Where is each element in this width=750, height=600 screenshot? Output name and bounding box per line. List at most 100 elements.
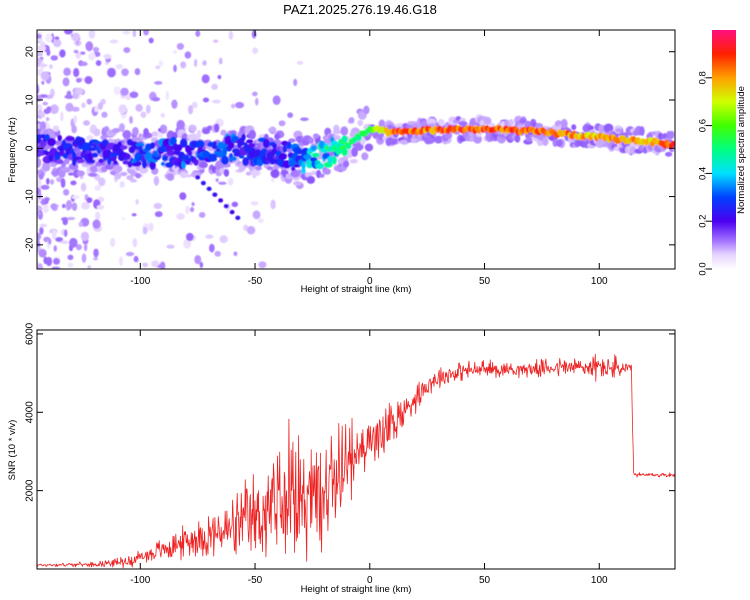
halo-blob <box>349 158 358 164</box>
halo-blob <box>255 165 262 171</box>
spectrogram-y-label: Frequency (Hz) <box>7 117 18 182</box>
ridge-blob <box>169 136 177 146</box>
noise-blob <box>78 221 83 228</box>
noise-blob <box>73 115 78 124</box>
ridge-blob <box>134 160 142 166</box>
ridge-blob <box>670 140 675 148</box>
noise-blob <box>73 67 80 78</box>
ridge-blob <box>166 150 176 156</box>
ridge-blob <box>305 159 314 169</box>
x-tick-label: -50 <box>248 276 263 287</box>
noise-blob <box>230 103 236 109</box>
ridge-blob <box>193 158 199 166</box>
noise-blob <box>134 68 141 76</box>
noise-blob <box>118 104 127 114</box>
noise-blob <box>51 266 61 269</box>
ridge-blob <box>195 139 205 149</box>
halo-blob <box>615 128 622 133</box>
noise-blob <box>94 105 99 113</box>
noise-blob <box>66 216 76 221</box>
noise-blob <box>300 117 309 122</box>
ridge-blob <box>181 160 186 170</box>
noise-blob <box>94 184 102 191</box>
halo-blob <box>665 151 673 157</box>
noise-blob <box>155 65 161 70</box>
ridge-blob <box>150 142 156 149</box>
noise-blob <box>88 30 96 39</box>
halo-blob <box>306 176 316 184</box>
noise-blob <box>84 76 93 85</box>
noise-blob <box>46 106 52 112</box>
halo-blob <box>354 142 364 151</box>
noise-blob <box>201 74 210 84</box>
halo-blob <box>120 171 128 177</box>
halo-blob <box>89 165 100 173</box>
halo-blob <box>508 118 514 127</box>
ridge-blob <box>341 135 349 143</box>
noise-blob <box>61 203 66 209</box>
halo-blob <box>198 161 208 169</box>
colorbar-tick-label: 0.2 <box>698 215 709 228</box>
ridge-blob <box>164 162 174 168</box>
halo-blob <box>444 132 453 140</box>
noise-blob <box>75 77 82 83</box>
ridge-blob <box>229 156 237 162</box>
x-tick-label: 50 <box>479 575 491 586</box>
noise-blob <box>88 52 96 61</box>
noise-blob <box>142 226 148 235</box>
ridge-blob <box>301 168 306 174</box>
halo-blob <box>290 169 300 178</box>
noise-blob <box>194 58 198 67</box>
halo-blob <box>288 138 296 143</box>
noise-blob <box>219 235 228 244</box>
noise-blob <box>39 227 44 235</box>
noise-blob <box>70 180 77 186</box>
snr-marks <box>37 353 675 569</box>
ridge-blob <box>212 141 217 145</box>
noise-blob <box>81 201 90 210</box>
x-tick-label: 100 <box>591 276 608 287</box>
noise-blob <box>183 238 192 249</box>
noise-blob <box>86 135 94 141</box>
ridge-blob <box>318 140 326 150</box>
noise-blob <box>37 178 42 189</box>
halo-blob <box>603 123 614 133</box>
noise-blob <box>132 30 137 38</box>
colorbar-tick-label: 0.6 <box>698 119 709 132</box>
noise-blob <box>74 87 84 95</box>
noise-blob <box>45 178 50 185</box>
noise-blob <box>60 240 69 245</box>
ridge-blob <box>227 141 235 149</box>
stray-blob <box>200 180 206 186</box>
noise-blob <box>120 87 129 97</box>
halo-blob <box>52 125 60 132</box>
halo-blob <box>220 129 227 136</box>
noise-blob <box>272 95 281 106</box>
noise-blob <box>93 256 99 261</box>
noise-blob <box>92 219 101 229</box>
ridge-blob <box>160 161 166 167</box>
noise-blob <box>194 254 202 265</box>
ridge-blob <box>122 160 130 165</box>
halo-blob <box>37 157 42 168</box>
noise-blob <box>80 231 90 242</box>
halo-blob <box>202 128 211 135</box>
halo-blob <box>433 135 444 144</box>
noise-blob <box>72 32 80 42</box>
x-tick-label: 50 <box>479 276 491 287</box>
ridge-blob <box>75 159 85 164</box>
noise-blob <box>180 61 187 69</box>
y-tick-label: 0 <box>25 145 36 151</box>
noise-blob <box>75 244 82 251</box>
noise-blob <box>86 197 93 203</box>
noise-blob <box>188 105 194 115</box>
noise-blob <box>154 211 163 218</box>
ridge-blob <box>119 145 128 150</box>
noise-blob <box>63 67 72 76</box>
ridge-blob <box>113 160 118 165</box>
noise-blob <box>65 95 74 100</box>
stray-blob <box>229 209 235 215</box>
noise-blob <box>202 97 210 103</box>
halo-blob <box>266 166 274 171</box>
